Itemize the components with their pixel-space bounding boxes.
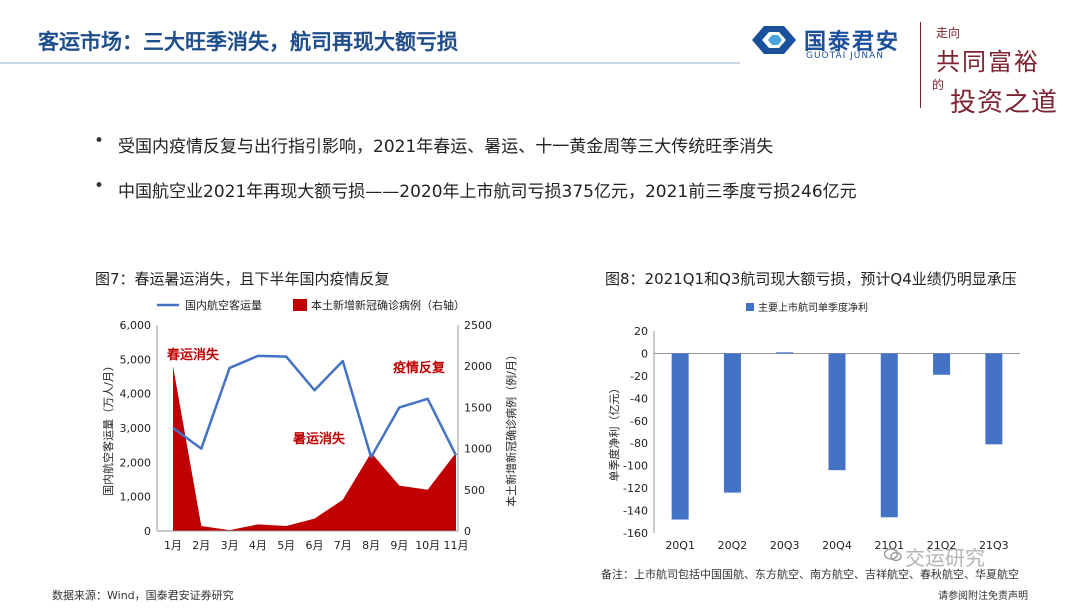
watermark: 交运研究	[905, 546, 985, 570]
bar	[933, 353, 951, 375]
y-tick-label: -140	[623, 505, 648, 518]
slogan-line2: 共同富裕	[936, 48, 1040, 76]
y-right-tick-label: 2000	[464, 360, 492, 373]
slide-title: 客运市场：三大旺季消失，航司再现大额亏损	[38, 30, 458, 54]
y-left-tick-label: 1,000	[120, 491, 152, 504]
x-tick-label: 5月	[277, 539, 295, 552]
bullet-item: 中国航空业2021年再现大额亏损——2020年上市航司亏损375亿元，2021前…	[88, 176, 857, 202]
y-right-tick-label: 500	[464, 484, 485, 497]
y-right-tick-label: 2500	[464, 319, 492, 332]
y-tick-label: -80	[630, 437, 648, 450]
x-tick-label: 20Q1	[665, 539, 695, 552]
x-tick-label: 3月	[221, 539, 239, 552]
data-source: 数据来源：Wind，国泰君安证券研究	[52, 589, 234, 602]
y-tick-label: -160	[623, 527, 648, 540]
bar	[880, 353, 898, 518]
y-right-axis-title: 本土新增新冠确诊病例（例/月）	[504, 349, 518, 507]
x-tick-label: 21Q3	[979, 539, 1009, 552]
y-left-tick-label: 6,000	[120, 319, 152, 332]
logo-mark-icon	[752, 26, 796, 54]
x-tick-label: 7月	[334, 539, 352, 552]
y-left-tick-label: 3,000	[120, 422, 152, 435]
figure8-caption: 图8：2021Q1和Q3航司现大额亏损，预计Q4业绩仍明显承压	[605, 270, 1017, 288]
slogan: 走向 共同富裕 的 投资之道	[928, 20, 1068, 120]
x-tick-label: 10月	[415, 539, 440, 552]
y-tick-label: -60	[630, 415, 648, 428]
x-tick-label: 8月	[362, 539, 380, 552]
logo-cn-text: 国泰君安	[804, 30, 901, 55]
x-tick-label: 11月	[444, 539, 469, 552]
legend-label-area: 本土新增新冠确诊病例（右轴）	[311, 298, 465, 312]
x-tick-label: 1月	[164, 539, 182, 552]
x-tick-label: 4月	[249, 539, 267, 552]
legend-label: 主要上市航司单季度净利	[758, 301, 868, 314]
x-tick-label: 20Q3	[770, 539, 800, 552]
legend-swatch-area	[293, 299, 307, 311]
bullet-list: 受国内疫情反复与出行指引影响，2021年春运、暑运、十一黄金周等三大传统旺季消失…	[88, 131, 857, 222]
x-tick-label: 20Q2	[718, 539, 748, 552]
legend-label-line: 国内航空客运量	[185, 298, 262, 312]
y-left-tick-label: 5,000	[120, 353, 152, 366]
y-right-tick-label: 1500	[464, 401, 492, 414]
y-axis-title: 单季度净利（亿元）	[607, 383, 621, 482]
y-tick-label: -40	[630, 392, 648, 405]
bar	[828, 353, 846, 471]
figure8-svg: -160 -140 -120 -100 -80 -60 -40 -20 0 20 20Q1 20Q2 2…	[607, 301, 1020, 552]
x-tick-label: 9月	[390, 539, 408, 552]
wechat-icon	[884, 548, 902, 562]
figure7-caption: 图7：春运暑运消失，且下半年国内疫情反复	[95, 270, 390, 288]
figure7-svg: 0 1,000 2,000 3,000 4,000 5,000 6,000 0 500 1000 1…	[101, 298, 518, 552]
logo-en-text: GUOTAI JUNAN	[806, 51, 884, 61]
chart-annotation: 暑运消失	[292, 431, 346, 447]
bar	[723, 353, 741, 493]
disclaimer: 请参阅附注免责声明	[938, 591, 1028, 602]
y-tick-label: 0	[641, 347, 648, 360]
y-left-axis-title: 国内航空客运量（万人/月）	[101, 360, 115, 496]
series-line-passengers	[172, 354, 458, 459]
figure8-chart: -160 -140 -120 -100 -80 -60 -40 -20 0 20 20Q1 20Q2 2…	[596, 291, 1048, 564]
legend-swatch	[746, 303, 754, 311]
series-area-cases	[173, 366, 456, 531]
y-right-tick-label: 1000	[464, 443, 492, 456]
y-left-tick-label: 2,000	[120, 456, 152, 469]
y-left-tick-label: 4,000	[120, 388, 152, 401]
slogan-line1: 走向	[936, 26, 961, 40]
chart-note: 备注：上市航司包括中国国航、东方航空、南方航空、吉祥航空、春秋航空、华夏航空	[601, 568, 1019, 581]
bar	[985, 353, 1003, 445]
chart-annotation: 疫情反复	[393, 360, 446, 376]
y-tick-label: -120	[623, 482, 648, 495]
x-tick-label: 2月	[192, 539, 210, 552]
bar	[671, 353, 689, 520]
y-tick-label: -20	[630, 370, 648, 383]
y-tick-label: -100	[623, 460, 648, 473]
x-tick-label: 20Q4	[822, 539, 852, 552]
y-right-tick-label: 0	[464, 525, 471, 538]
x-tick-label: 6月	[306, 539, 324, 552]
slogan-line4: 投资之道	[950, 88, 1059, 118]
x-tick-label: 21Q1	[874, 539, 904, 552]
y-tick-label: 20	[634, 325, 648, 338]
bullet-item: 受国内疫情反复与出行指引影响，2021年春运、暑运、十一黄金周等三大传统旺季消失	[88, 131, 857, 157]
slogan-line3: 的	[932, 78, 945, 92]
logo-divider	[920, 22, 921, 108]
company-logo: 国泰君安 GUOTAI JUNAN	[752, 22, 902, 62]
title-divider	[0, 62, 740, 64]
bar	[776, 352, 794, 354]
x-tick-label: 21Q2	[927, 539, 957, 552]
y-left-tick-label: 0	[144, 525, 151, 538]
chart-annotation: 春运消失	[166, 347, 220, 363]
figure7-chart: 0 1,000 2,000 3,000 4,000 5,000 6,000 0 500 1000 1…	[95, 291, 532, 560]
